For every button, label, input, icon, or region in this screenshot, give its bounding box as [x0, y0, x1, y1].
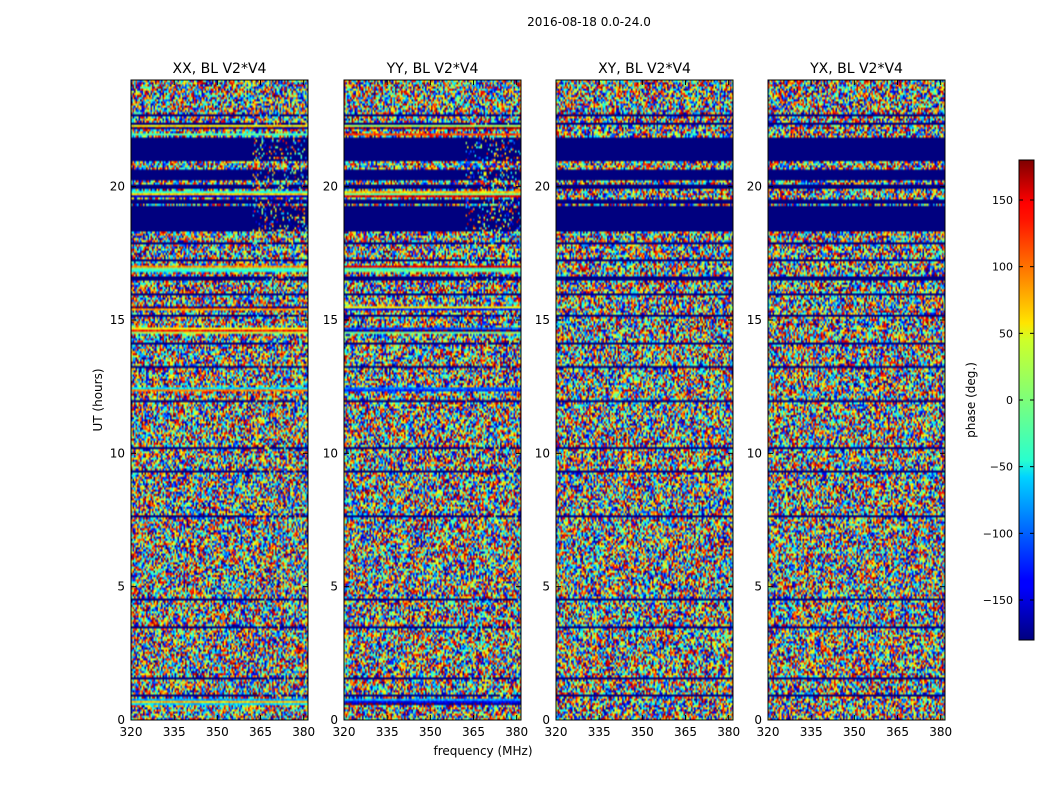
y-tick-label: 0 — [542, 713, 550, 727]
colorbar-label: phase (deg.) — [964, 362, 978, 438]
colorbar-ticks: −150 −100 −50 0 50 100 150 — [983, 194, 1034, 607]
x-tick-label: 350 — [419, 725, 442, 739]
y-axis-label: UT (hours) — [91, 368, 105, 431]
colorbar-tick-label: −50 — [990, 461, 1013, 474]
x-tick-label: 365 — [674, 725, 697, 739]
y-tick-label: 0 — [330, 713, 338, 727]
x-tick-label: 350 — [631, 725, 654, 739]
heatmap-image — [556, 80, 733, 720]
figure-title: 2016-08-18 0.0-24.0 — [527, 15, 651, 29]
heatmap-image — [768, 80, 945, 720]
y-tick-label: 15 — [535, 313, 550, 327]
y-tick-label: 15 — [747, 313, 762, 327]
x-tick-label: 335 — [588, 725, 611, 739]
x-tick-label: 335 — [800, 725, 823, 739]
y-tick-label: 10 — [535, 446, 550, 460]
colorbar-tick-label: −100 — [983, 527, 1013, 540]
x-tick-label: 320 — [120, 725, 143, 739]
y-tick-label: 15 — [323, 313, 338, 327]
panel-4: YX, BL V2*V4 320 335 350 365 380 0 5 10 15 20 — [747, 61, 952, 739]
x-axis-label: frequency (MHz) — [433, 744, 532, 758]
y-tick-label: 10 — [323, 446, 338, 460]
x-tick-label: 365 — [462, 725, 485, 739]
x-tick-label: 320 — [757, 725, 780, 739]
colorbar-tick-label: 100 — [992, 261, 1013, 274]
panel-title: YX, BL V2*V4 — [809, 61, 903, 77]
x-tick-label: 380 — [505, 725, 528, 739]
heatmap-image — [131, 80, 308, 720]
y-tick-label: 20 — [747, 180, 762, 194]
x-tick-label: 335 — [163, 725, 186, 739]
y-tick-label: 10 — [110, 446, 125, 460]
panel-3: XY, BL V2*V4 320 335 350 365 380 0 5 10 15 20 — [535, 61, 740, 739]
x-tick-label: 365 — [886, 725, 909, 739]
plot-frame — [767, 79, 946, 721]
y-tick-label: 5 — [330, 580, 338, 594]
panel-title: YY, BL V2*V4 — [386, 61, 479, 77]
y-tick-label: 20 — [535, 180, 550, 194]
panel-title: XX, BL V2*V4 — [173, 61, 267, 77]
colorbar-tick-label: −150 — [983, 594, 1013, 607]
colorbar: −150 −100 −50 0 50 100 150 phase (deg.) — [964, 159, 1035, 641]
panel-1: XX, BL V2*V4 320 335 350 365 380 0 5 10 15 20 — [110, 61, 315, 739]
y-tick-label: 20 — [323, 180, 338, 194]
x-tick-label: 320 — [333, 725, 356, 739]
x-tick-label: 350 — [843, 725, 866, 739]
plot-frame — [555, 79, 734, 721]
y-tick-label: 20 — [110, 180, 125, 194]
y-tick-label: 15 — [110, 313, 125, 327]
x-tick-label: 380 — [929, 725, 952, 739]
x-tick-label: 320 — [545, 725, 568, 739]
colorbar-tick-label: 50 — [999, 327, 1013, 340]
x-tick-label: 380 — [292, 725, 315, 739]
x-tick-label: 365 — [249, 725, 272, 739]
x-tick-label: 350 — [206, 725, 229, 739]
y-tick-label: 10 — [747, 446, 762, 460]
heatmap-image — [344, 80, 521, 720]
x-tick-label: 380 — [717, 725, 740, 739]
x-tick-label: 335 — [376, 725, 399, 739]
y-tick-label: 5 — [117, 580, 125, 594]
plot-frame — [130, 79, 309, 721]
y-tick-label: 5 — [754, 580, 762, 594]
colorbar-tick-label: 150 — [992, 194, 1013, 207]
plot-frame — [343, 79, 522, 721]
panel-title: XY, BL V2*V4 — [598, 61, 691, 77]
panel-2: YY, BL V2*V4 320 335 350 365 380 0 5 10 15 20 — [323, 61, 528, 739]
y-tick-label: 0 — [754, 713, 762, 727]
y-tick-label: 0 — [117, 713, 125, 727]
y-tick-label: 5 — [542, 580, 550, 594]
colorbar-tick-label: 0 — [1006, 394, 1013, 407]
